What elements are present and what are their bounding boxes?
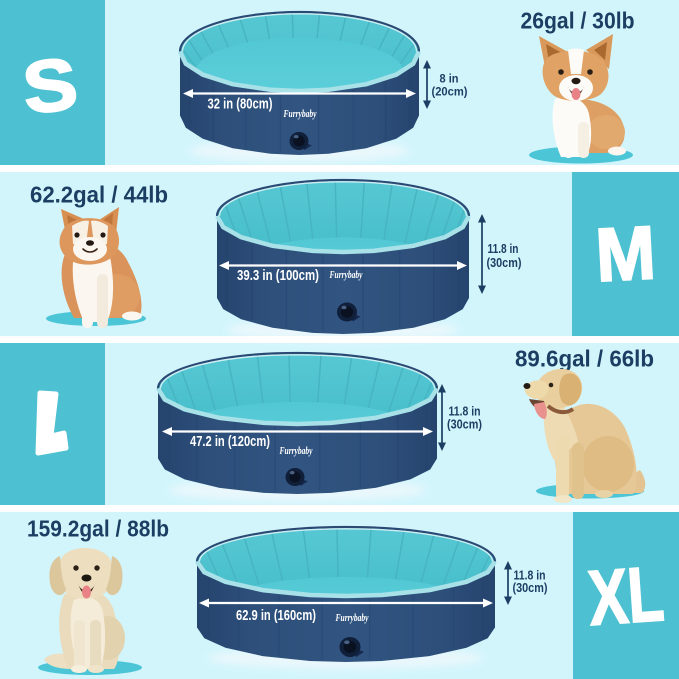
svg-text:(30cm): (30cm) [447,417,482,432]
svg-text:39.3 in (100cm): 39.3 in (100cm) [237,267,319,284]
svg-text:S: S [19,43,81,130]
svg-text:11.8 in: 11.8 in [514,568,546,583]
svg-text:8 in: 8 in [440,71,459,85]
svg-text:Furrybaby: Furrybaby [283,109,317,120]
svg-text:Furrybaby: Furrybaby [335,613,369,624]
svg-text:(20cm): (20cm) [432,85,468,99]
svg-text:Furrybaby: Furrybaby [279,446,313,457]
svg-text:11.8 in: 11.8 in [488,241,519,256]
svg-text:(30cm): (30cm) [487,255,522,270]
svg-text:32 in (80cm): 32 in (80cm) [208,96,273,113]
svg-text:159.2gal / 88lb: 159.2gal / 88lb [27,516,169,542]
svg-text:M: M [593,209,657,297]
svg-text:62.9 in (160cm): 62.9 in (160cm) [236,607,316,624]
svg-text:89.6gal / 66lb: 89.6gal / 66lb [515,346,654,372]
svg-text:Furrybaby: Furrybaby [329,270,363,281]
svg-text:26gal / 30lb: 26gal / 30lb [521,8,635,34]
svg-text:(30cm): (30cm) [513,580,548,595]
svg-text:XL: XL [586,550,667,642]
svg-text:11.8 in: 11.8 in [449,404,481,419]
svg-text:47.2 in (120cm): 47.2 in (120cm) [190,433,270,450]
svg-text:62.2gal / 44lb: 62.2gal / 44lb [30,182,168,208]
